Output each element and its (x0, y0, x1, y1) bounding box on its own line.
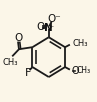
Text: O: O (14, 33, 23, 43)
Text: +: + (49, 23, 54, 29)
Text: CH₃: CH₃ (76, 66, 90, 75)
Text: F: F (24, 68, 31, 78)
Text: CH₃: CH₃ (73, 39, 88, 48)
Text: O: O (36, 22, 44, 32)
Text: CH₃: CH₃ (2, 58, 18, 67)
Text: O⁻: O⁻ (48, 14, 61, 24)
Text: O: O (71, 66, 79, 76)
Text: N: N (44, 23, 53, 33)
